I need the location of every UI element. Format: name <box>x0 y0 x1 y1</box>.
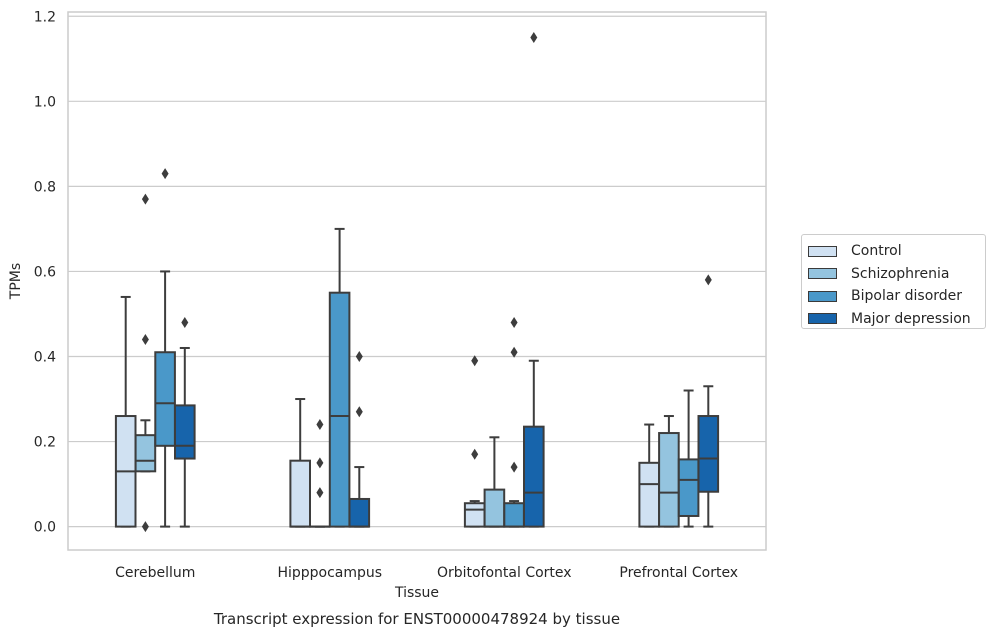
legend-swatch-schizophrenia <box>808 268 837 280</box>
box-1-1 <box>309 419 331 528</box>
legend-label-control: Control <box>851 243 902 260</box>
outlier-point <box>510 461 518 473</box>
y-tick-label: 0.4 <box>34 349 56 365</box>
box-iqr <box>483 488 506 528</box>
y-tick-label: 1.0 <box>34 94 56 110</box>
legend-swatch-control <box>808 245 837 257</box>
outlier-point <box>141 333 149 345</box>
legend-swatch-major-depression <box>808 313 837 325</box>
outlier-point <box>355 406 363 418</box>
outlier-point <box>530 32 538 44</box>
legend-label-schizophrenia: Schizophrenia <box>851 265 950 282</box>
box-3-2 <box>677 389 700 528</box>
box-0-3 <box>174 316 196 528</box>
box-0-2 <box>154 168 176 528</box>
legend-label-major-depression: Major depression <box>851 310 971 327</box>
outlier-point <box>316 419 324 431</box>
x-tick-label: Cerebellum <box>115 565 195 581</box>
y-axis-label: TPMs <box>8 263 24 300</box>
x-axis-label: Tissue <box>394 585 439 601</box>
y-tick-label: 0.6 <box>34 264 56 280</box>
y-tick-label: 0.0 <box>34 520 56 536</box>
outlier-point <box>316 487 324 499</box>
outlier-point <box>141 193 149 205</box>
legend-label-bipolar-disorder: Bipolar disorder <box>851 288 963 305</box>
box-iqr <box>348 497 371 528</box>
box-iqr <box>463 502 486 528</box>
box-3-1 <box>658 415 680 528</box>
box-2-0 <box>463 355 486 528</box>
x-tick-labels: Cerebellum Hipppocampus Orbitofontal Corte… <box>115 565 738 581</box>
outlier-point <box>510 346 518 358</box>
outlier-point <box>471 355 479 367</box>
outlier-point <box>141 521 149 533</box>
box-iqr <box>638 461 661 528</box>
chart-caption: Transcript expression for ENST0000047892… <box>213 610 620 628</box>
x-tick-label: Orbitofontal Cortex <box>437 565 572 581</box>
outlier-point <box>316 457 324 469</box>
legend: Control Schizophrenia Bipolar disorder M… <box>801 234 986 329</box>
box-iqr <box>523 425 545 528</box>
outlier-point <box>471 448 479 460</box>
legend-item-schizophrenia: Schizophrenia <box>808 263 985 286</box>
box-2-2 <box>503 316 525 528</box>
box-1-2 <box>328 227 351 528</box>
y-tick-labels: 0.0 0.2 0.4 0.6 0.8 1.0 1.2 <box>34 9 56 535</box>
box-iqr <box>134 434 157 473</box>
outlier-point <box>161 168 169 180</box>
box-1-3 <box>348 350 371 528</box>
box-3-3 <box>697 274 720 528</box>
x-tick-label: Prefrontal Cortex <box>619 565 738 581</box>
box-iqr <box>697 415 720 493</box>
boxes <box>114 32 720 533</box>
outlier-point <box>355 350 363 362</box>
outlier-point <box>510 316 518 328</box>
legend-item-control: Control <box>808 240 985 263</box>
plot-area-frame <box>67 11 767 551</box>
y-tick-label: 1.2 <box>34 9 56 25</box>
box-iqr <box>289 459 311 528</box>
box-iqr <box>328 291 351 528</box>
x-tick-label: Hipppocampus <box>277 565 382 581</box>
box-iqr <box>154 351 176 447</box>
box-1-0 <box>289 398 311 528</box>
box-iqr <box>174 404 196 460</box>
legend-item-major-depression: Major depression <box>808 308 985 331</box>
outlier-point <box>704 274 712 286</box>
legend-swatch-bipolar-disorder <box>808 290 837 302</box>
y-tick-label: 0.2 <box>34 435 56 451</box>
box-0-0 <box>114 295 137 528</box>
y-tick-label: 0.8 <box>34 179 56 195</box>
box-3-0 <box>638 423 661 528</box>
legend-item-bipolar-disorder: Bipolar disorder <box>808 285 985 308</box>
box-0-1 <box>134 193 157 533</box>
outlier-point <box>181 316 189 328</box>
box-2-1 <box>483 436 506 528</box>
box-iqr <box>658 432 680 528</box>
box-iqr <box>677 458 700 517</box>
box-iqr <box>503 502 525 528</box>
box-2-3 <box>523 32 545 528</box>
